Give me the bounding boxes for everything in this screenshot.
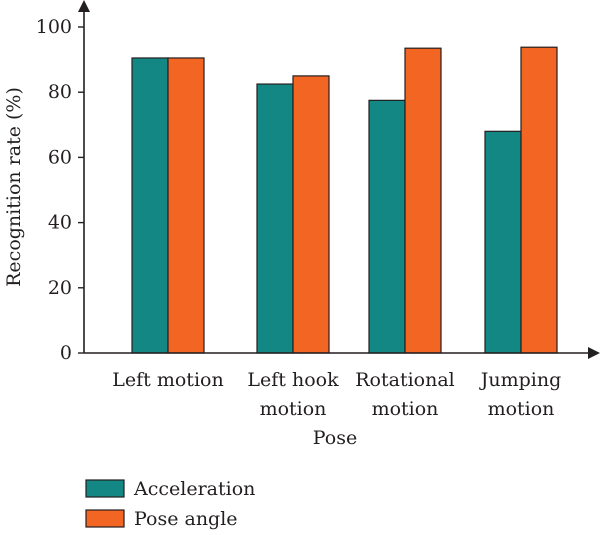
x-category-line: motion [372,398,439,420]
bar-pose-angle [167,57,205,354]
x-category-line: Rotational [355,369,455,391]
y-tick-label: 0 [60,342,72,364]
y-tick-label: 80 [48,81,72,103]
y-tick-label: 60 [48,146,72,168]
bar-acceleration [256,83,294,354]
x-category-label: Jumping motion [479,369,562,420]
x-category-label: Left motion [112,369,223,391]
x-category-label: Rotational motion [355,369,455,420]
legend-label: Acceleration [133,478,255,500]
legend-label: Pose angle [134,508,238,530]
bar-pose-angle [404,47,442,354]
legend-swatch [85,479,125,498]
x-category-line: Jumping [479,369,562,391]
y-tick-label: 20 [48,277,72,299]
y-tick-label: 40 [48,212,72,234]
x-category-line: Left motion [112,369,223,391]
x-category-line: motion [488,398,555,420]
bar-pose-angle [292,75,330,354]
bar-acceleration [484,130,522,354]
y-tick-label: 100 [36,16,72,38]
y-axis-title: Recognition rate (%) [3,87,25,287]
x-categories-group: Left motion Left hook motion Rotational moti… [112,369,561,420]
bar-pose-angle [520,46,558,354]
x-category-line: motion [260,398,327,420]
bar-acceleration [131,57,169,354]
axes-group [78,0,600,359]
legend-swatch [85,509,125,528]
x-axis-title: Pose [313,427,357,449]
bars-group [131,46,558,354]
bar-acceleration [368,99,406,354]
x-category-line: Left hook [247,369,339,391]
y-axis-arrow [78,0,90,12]
x-axis-arrow [588,347,600,359]
x-category-label: Left hook motion [247,369,339,420]
legend: Acceleration Pose angle [85,478,255,530]
y-ticks-group: 0 20 40 60 80 100 [36,16,84,364]
